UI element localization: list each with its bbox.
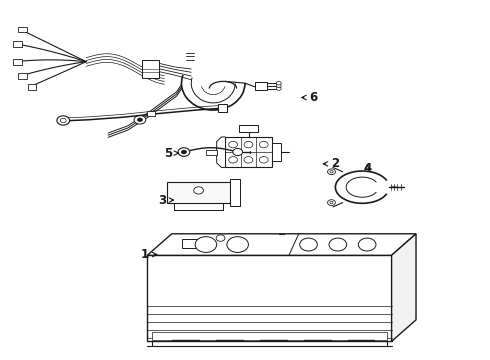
Circle shape (134, 116, 146, 124)
Circle shape (227, 237, 248, 252)
Bar (18, 73, 26, 79)
Circle shape (329, 238, 346, 251)
Circle shape (178, 148, 190, 156)
Bar (272, 143, 281, 161)
Polygon shape (392, 234, 416, 341)
Circle shape (195, 237, 217, 252)
Polygon shape (230, 179, 240, 206)
Circle shape (181, 150, 186, 154)
Circle shape (328, 200, 335, 206)
Bar (240, 125, 258, 132)
Circle shape (216, 235, 225, 241)
Text: 2: 2 (323, 157, 340, 170)
Circle shape (244, 141, 253, 148)
Circle shape (138, 118, 143, 122)
Text: 5: 5 (164, 147, 178, 159)
Text: 6: 6 (302, 91, 318, 104)
Bar (147, 111, 155, 116)
Circle shape (276, 87, 281, 90)
Bar (147, 255, 392, 341)
Circle shape (229, 157, 238, 163)
Circle shape (330, 202, 333, 204)
Bar (225, 137, 272, 167)
Circle shape (194, 187, 203, 194)
Bar (218, 104, 227, 112)
Bar (27, 84, 36, 90)
Circle shape (276, 81, 281, 85)
Text: 4: 4 (363, 162, 371, 175)
Circle shape (259, 157, 268, 163)
Text: 3: 3 (158, 194, 173, 207)
Bar (182, 239, 200, 248)
Circle shape (233, 148, 243, 156)
Circle shape (276, 84, 281, 87)
Polygon shape (217, 137, 225, 167)
Circle shape (328, 169, 335, 175)
Bar (13, 41, 22, 46)
Polygon shape (147, 234, 416, 255)
Bar (206, 149, 217, 154)
Circle shape (57, 116, 70, 125)
Circle shape (358, 238, 376, 251)
Circle shape (60, 118, 66, 123)
Circle shape (229, 141, 238, 148)
Bar (13, 59, 22, 64)
Text: 1: 1 (141, 248, 157, 261)
Circle shape (330, 171, 333, 173)
Bar (167, 182, 230, 203)
Circle shape (300, 238, 318, 251)
Bar (255, 82, 267, 90)
Circle shape (259, 141, 268, 148)
Bar (152, 332, 387, 339)
Bar (143, 60, 159, 78)
Circle shape (244, 157, 253, 163)
Bar (18, 27, 26, 32)
